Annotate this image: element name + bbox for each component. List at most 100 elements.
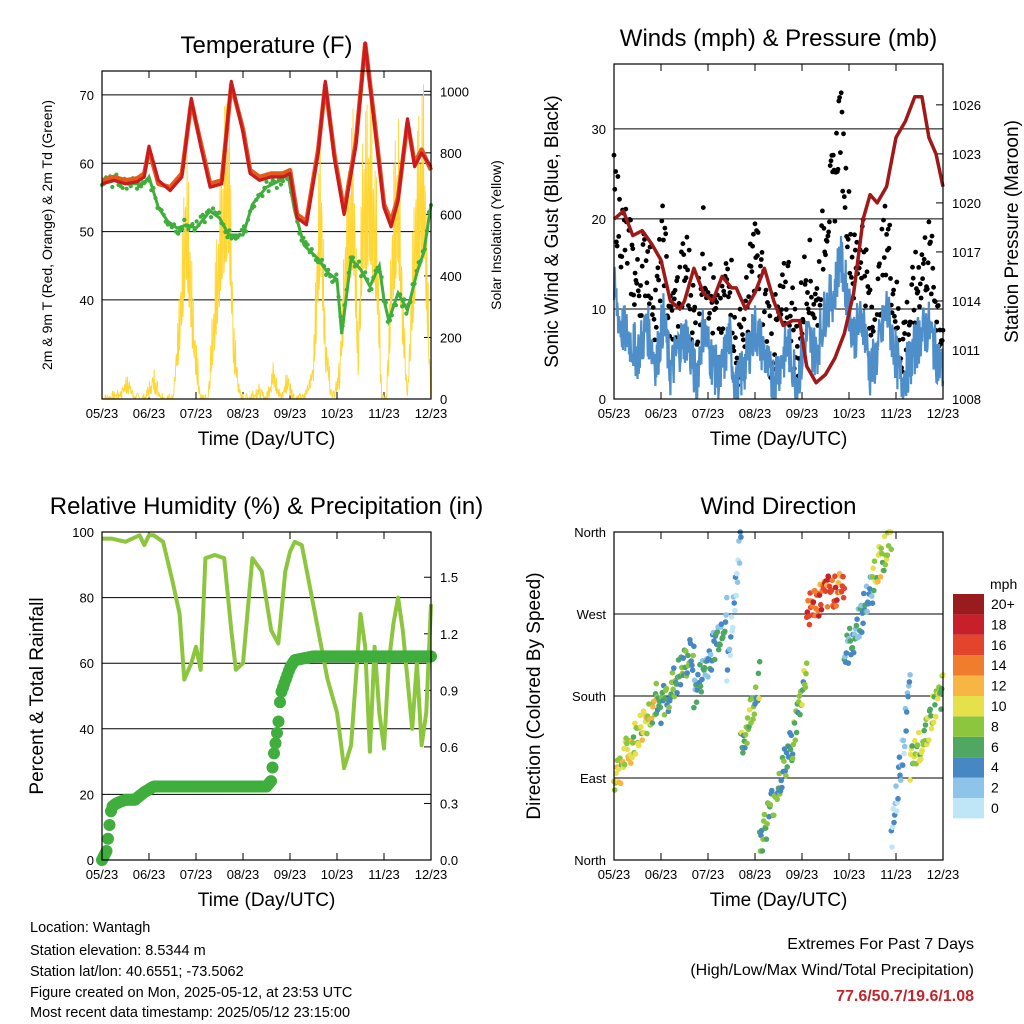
direction-point xyxy=(782,768,788,774)
gust-point xyxy=(867,287,873,293)
plot-border xyxy=(613,531,944,861)
gust-point xyxy=(755,230,761,235)
gust-point xyxy=(723,261,729,266)
y-tick-label: 20 xyxy=(80,787,94,802)
legend-label: 4 xyxy=(991,759,999,775)
dewpoint-point xyxy=(163,219,168,224)
direction-point xyxy=(840,594,847,601)
y-tick-label-right: 1014 xyxy=(952,294,981,309)
gust-point xyxy=(916,265,922,270)
gust-point xyxy=(618,264,624,270)
gust-point xyxy=(632,302,637,307)
station-elevation-label: Station elevation: 8.5344 m xyxy=(30,943,206,959)
gust-point xyxy=(790,285,795,291)
direction-point xyxy=(878,545,884,552)
gust-point xyxy=(811,301,817,307)
legend-swatch xyxy=(953,798,984,819)
dewpoint-point xyxy=(264,179,269,184)
y-axis-label: Sonic Wind & Gust (Blue, Black) xyxy=(542,95,563,367)
direction-point xyxy=(928,713,934,719)
dewpoint-point xyxy=(278,182,283,187)
dewpoint-point xyxy=(408,299,413,305)
dewpoint-point xyxy=(369,287,374,292)
y-tick-label: 60 xyxy=(80,656,94,671)
gust-point xyxy=(870,324,875,330)
gust-point xyxy=(932,299,938,304)
gust-point xyxy=(801,319,806,325)
gust-point xyxy=(864,269,870,275)
direction-point xyxy=(724,667,731,673)
direction-point xyxy=(730,624,736,631)
gust-point xyxy=(839,109,845,115)
x-tick-label: 09/23 xyxy=(274,406,307,421)
x-tick-label: 07/23 xyxy=(180,406,213,421)
direction-point xyxy=(854,616,860,622)
dewpoint-point xyxy=(186,227,191,232)
dewpoint-point xyxy=(342,303,347,308)
gust-point xyxy=(930,265,936,271)
gust-point xyxy=(675,275,680,280)
direction-point xyxy=(636,742,642,749)
gust-point xyxy=(789,300,795,306)
gust-point xyxy=(780,272,785,278)
gust-point xyxy=(758,263,763,269)
direction-point xyxy=(912,737,918,744)
gust-point xyxy=(629,242,635,248)
gust-point xyxy=(849,254,855,260)
gust-point xyxy=(681,252,687,257)
dewpoint-point xyxy=(305,242,310,247)
dewpoint-point xyxy=(217,210,222,215)
chart-panel-3: Relative Humidity (%) & Precipitation (i… xyxy=(27,493,483,911)
dewpoint-point xyxy=(208,215,214,220)
gust-point xyxy=(741,316,747,322)
gust-point xyxy=(656,277,661,283)
legend-swatch xyxy=(953,716,984,737)
y-tick-label-right: 0.3 xyxy=(440,796,458,811)
dewpoint-point xyxy=(338,314,343,319)
dewpoint-point xyxy=(227,228,232,233)
direction-point xyxy=(726,646,733,653)
gust-point xyxy=(918,295,924,301)
direction-point xyxy=(888,546,895,553)
direction-point xyxy=(756,695,762,702)
direction-point xyxy=(720,634,726,640)
direction-point xyxy=(746,707,753,713)
dewpoint-point xyxy=(404,311,409,316)
gust-point xyxy=(751,231,756,237)
dewpoint-point xyxy=(254,197,259,202)
dewpoint-point xyxy=(340,324,345,329)
direction-point xyxy=(849,644,856,651)
direction-point xyxy=(921,727,927,734)
direction-point xyxy=(909,743,915,749)
gust-point xyxy=(845,244,850,250)
gust-point xyxy=(886,245,892,251)
gust-point xyxy=(650,305,656,310)
x-tick-label: 12/23 xyxy=(415,406,448,421)
gust-point xyxy=(881,217,886,223)
direction-point xyxy=(802,684,809,691)
gust-point xyxy=(689,330,695,336)
dewpoint-point xyxy=(424,228,429,234)
gust-point xyxy=(872,317,878,322)
gust-point xyxy=(726,294,731,300)
y-tick-label-right: 1000 xyxy=(440,84,469,99)
gust-point xyxy=(650,312,655,318)
legend-swatch xyxy=(953,757,984,778)
gust-point xyxy=(895,306,901,311)
direction-point xyxy=(724,678,730,684)
gust-point xyxy=(827,219,832,225)
direction-point xyxy=(611,787,618,793)
gust-point xyxy=(921,256,927,262)
direction-point xyxy=(789,751,796,757)
y-tick-label-right: 1023 xyxy=(952,147,981,162)
direction-point xyxy=(691,643,697,650)
series-sonic-wind xyxy=(612,235,945,400)
gust-point xyxy=(734,355,740,361)
gust-point xyxy=(925,260,931,266)
gust-point xyxy=(900,336,906,342)
dewpoint-point xyxy=(400,304,405,309)
gust-point xyxy=(809,294,814,300)
gust-point xyxy=(687,306,693,312)
gust-point xyxy=(762,291,768,297)
x-tick-label: 08/23 xyxy=(739,406,772,421)
